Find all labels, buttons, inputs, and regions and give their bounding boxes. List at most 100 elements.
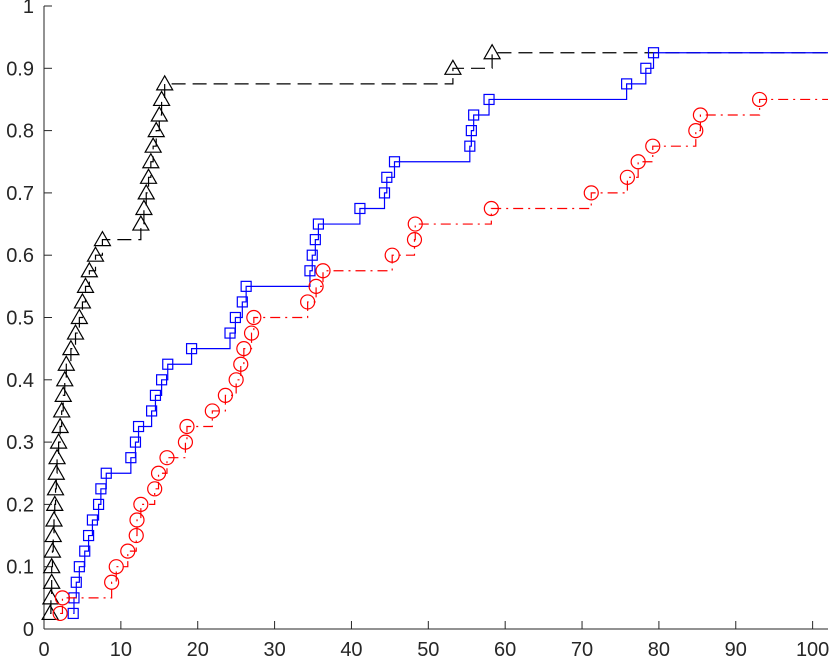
series-square <box>67 47 828 620</box>
data-point-triangle <box>155 74 174 91</box>
data-point-square <box>304 265 316 277</box>
data-point-square <box>229 311 241 324</box>
data-point-triangle <box>70 308 89 325</box>
data-point-triangle <box>483 43 502 60</box>
data-point-square <box>162 358 174 370</box>
data-point-circle <box>384 247 400 263</box>
y-tick-label: 0.3 <box>6 432 34 454</box>
series-circle <box>52 91 828 622</box>
x-tick-label: 50 <box>417 639 439 661</box>
data-point-square <box>312 218 324 230</box>
y-tick-label: 0.9 <box>6 58 34 80</box>
data-point-square <box>67 607 79 620</box>
data-point-square <box>468 109 480 121</box>
y-tick-label: 0.6 <box>6 245 34 267</box>
data-point-triangle <box>147 121 166 138</box>
data-point-circle <box>52 605 68 622</box>
x-tick-label: 10 <box>110 639 132 661</box>
y-tick-label: 0.5 <box>6 308 34 330</box>
data-point-square <box>100 467 112 479</box>
data-point-triangle <box>42 557 61 574</box>
x-axis: 0 10 20 30 40 50 60 70 80 90 100 <box>38 621 829 661</box>
data-point-triangle <box>44 526 63 543</box>
data-point-triangle <box>47 464 66 480</box>
data-point-circle <box>630 154 646 170</box>
data-point-triangle <box>49 432 68 449</box>
data-point-square <box>132 420 145 433</box>
x-tick-label: 40 <box>340 639 362 661</box>
data-point-circle <box>54 590 71 606</box>
data-point-square <box>483 93 495 106</box>
data-point-circle <box>108 559 124 575</box>
data-point-triangle <box>131 214 150 231</box>
data-point-triangle <box>73 292 92 309</box>
y-axis: 0 0.1 0.2 0.3 0.4 0.5 0.6 0.7 0.8 0.9 1 <box>6 0 52 641</box>
data-point-triangle <box>42 573 61 589</box>
data-point-triangle <box>51 417 70 434</box>
data-point-circle <box>159 450 175 466</box>
data-point-square <box>82 529 95 542</box>
data-point-triangle <box>41 604 60 621</box>
data-point-circle <box>120 543 136 559</box>
data-point-square <box>465 124 477 137</box>
series-line <box>60 98 828 615</box>
data-point-square <box>125 452 137 464</box>
data-point-triangle <box>43 541 62 558</box>
data-point-circle <box>407 216 423 232</box>
x-tick-label: 80 <box>648 639 670 661</box>
y-tick-label: 0 <box>23 619 34 641</box>
data-point-circle <box>204 403 220 419</box>
data-point-circle <box>104 574 120 590</box>
data-point-circle <box>645 138 661 154</box>
y-tick-label: 0.7 <box>6 183 34 205</box>
y-tick-label: 0.1 <box>6 557 34 579</box>
data-point-circle <box>483 200 499 217</box>
y-tick-label: 0.8 <box>6 121 34 143</box>
data-point-triangle <box>66 323 85 340</box>
x-tick-label: 30 <box>263 639 285 661</box>
data-point-circle <box>300 294 316 310</box>
data-point-square <box>224 327 236 339</box>
data-point-circle <box>179 418 195 435</box>
data-point-circle <box>233 356 249 372</box>
data-point-circle <box>177 434 194 450</box>
data-point-circle <box>315 263 331 279</box>
x-tick-label: 70 <box>571 639 593 661</box>
data-point-square <box>149 389 162 401</box>
data-point-square <box>236 296 248 308</box>
data-point-triangle <box>93 230 112 247</box>
data-point-circle <box>692 107 709 123</box>
data-point-square <box>146 405 158 417</box>
data-point-square <box>156 374 168 386</box>
y-tick-label: 0.4 <box>6 370 34 392</box>
data-point-square <box>309 234 321 246</box>
x-tick-label: 60 <box>494 639 516 661</box>
data-point-triangle <box>80 261 99 278</box>
data-point-square <box>86 514 99 526</box>
data-point-circle <box>150 465 167 481</box>
data-point-circle <box>147 481 163 497</box>
data-point-triangle <box>57 355 76 371</box>
data-point-circle <box>619 169 635 185</box>
x-tick-label: 0 <box>38 639 49 661</box>
data-point-triangle <box>55 370 74 387</box>
data-point-triangle <box>150 105 169 122</box>
data-point-triangle <box>44 510 64 527</box>
data-point-square <box>306 249 318 261</box>
data-point-triangle <box>48 448 67 465</box>
data-point-circle <box>688 123 704 139</box>
data-point-square <box>378 187 391 199</box>
data-point-triangle <box>45 495 64 511</box>
data-point-circle <box>406 232 423 248</box>
x-tick-label: 20 <box>187 639 209 661</box>
data-point-triangle <box>54 386 73 402</box>
data-point-square <box>240 280 252 292</box>
data-point-circle <box>236 341 252 357</box>
y-tick-label: 1 <box>23 0 34 18</box>
data-point-square <box>73 561 85 573</box>
data-point-triangle <box>86 245 105 262</box>
data-point-triangle <box>141 152 160 169</box>
data-point-triangle <box>134 199 153 216</box>
data-point-square <box>640 62 652 74</box>
